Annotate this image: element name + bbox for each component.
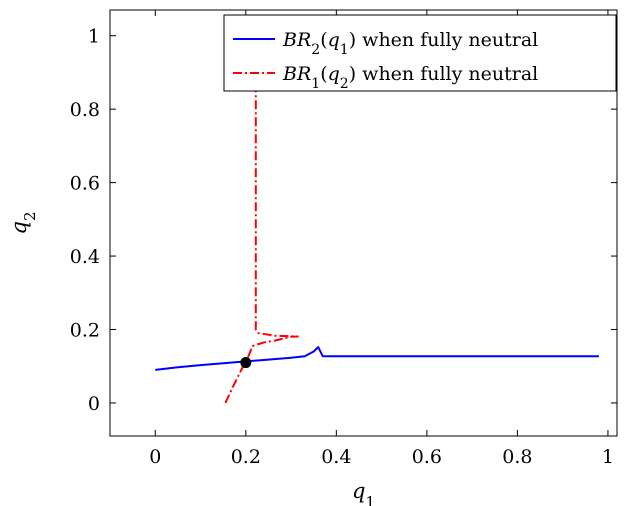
y-tick-label: 0.6 <box>70 173 100 195</box>
y-tick-label: 0.4 <box>70 246 100 268</box>
x-axis-ticks: 0 0.2 0.4 0.6 0.8 1 <box>149 10 614 468</box>
y-axis-label: q2 <box>7 212 39 235</box>
y-tick-label: 1 <box>88 26 100 48</box>
y-axis-ticks: 0 0.2 0.4 0.6 0.8 1 <box>70 26 617 415</box>
series-line-2 <box>224 50 299 404</box>
marker-layer <box>240 357 252 369</box>
x-tick-label: 0 <box>149 446 161 468</box>
y-tick-label: 0.8 <box>70 99 100 121</box>
x-axis-label: q1 <box>352 479 375 506</box>
plot-frame <box>109 9 618 437</box>
y-tick-label: 0.2 <box>70 320 100 342</box>
x-tick-label: 1 <box>602 446 614 468</box>
x-tick-label: 0.6 <box>412 446 442 468</box>
legend-label-1: BR2(q1) when fully neutral <box>282 29 538 58</box>
y-tick-label: 0 <box>88 393 100 415</box>
x-tick-label: 0.2 <box>231 446 261 468</box>
x-tick-label: 0.4 <box>321 446 351 468</box>
intersection-marker <box>240 357 252 369</box>
series-layer <box>155 50 599 404</box>
legend-box <box>223 14 617 92</box>
x-tick-label: 0.8 <box>502 446 532 468</box>
series-line-1 <box>155 346 599 371</box>
legend: BR2(q1) when fully neutral BR1(q2) when f… <box>223 14 617 92</box>
legend-label-2: BR1(q2) when fully neutral <box>282 63 538 92</box>
